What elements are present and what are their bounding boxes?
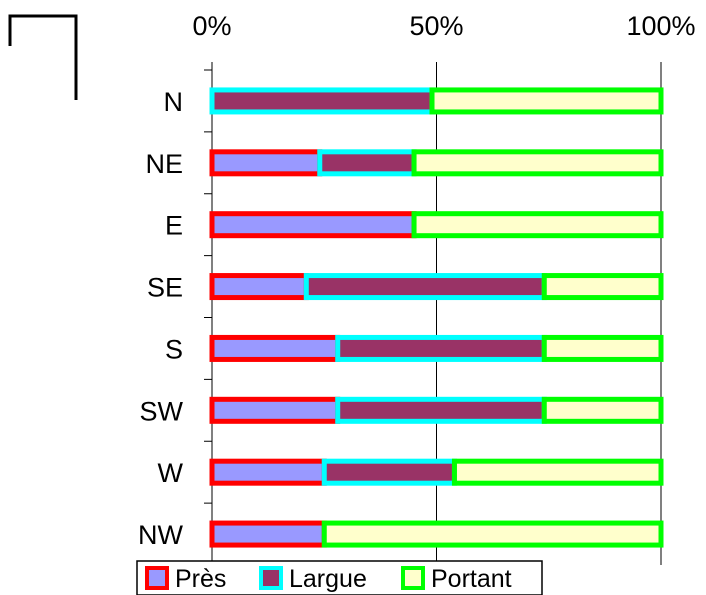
category-label: SW — [140, 396, 184, 426]
bar-segment-près-e — [209, 211, 417, 239]
bar-segment-près-nw — [209, 520, 327, 548]
x-tick-labels: 0% 50% 100% — [192, 11, 695, 41]
bar-segment-portant-n — [429, 87, 664, 115]
category-label: W — [158, 458, 184, 488]
bar-segment-portant-se — [541, 273, 664, 301]
category-label: NE — [145, 149, 183, 179]
x-tick-label: 50% — [409, 11, 463, 41]
x-tick-label: 100% — [626, 11, 695, 41]
category-labels: N NE E SE S SW W NW — [138, 87, 184, 550]
bar-segment-largue-sw — [335, 396, 547, 424]
bar-segment-portant-nw — [321, 520, 664, 548]
bar-segment-portant-w — [451, 458, 664, 486]
corner-bracket-decoration — [8, 14, 78, 100]
bar-segment-largue-w — [321, 458, 457, 486]
bar-segment-largue-s — [335, 334, 547, 362]
category-label: E — [165, 211, 183, 241]
grid-lines — [211, 62, 662, 565]
bar-segment-près-s — [209, 334, 341, 362]
bars — [209, 87, 664, 548]
bar-segment-près-ne — [209, 149, 323, 177]
bar-segment-près-sw — [209, 396, 341, 424]
legend-frame — [136, 560, 543, 595]
x-tick-label: 0% — [192, 11, 231, 41]
category-label: N — [164, 87, 184, 117]
bar-segment-largue-ne — [317, 149, 417, 177]
category-label: NW — [138, 520, 183, 550]
bar-segment-largue-n — [209, 87, 435, 115]
legend-label: Portant — [431, 565, 512, 593]
bar-segment-près-w — [209, 458, 327, 486]
legend-label: Près — [175, 565, 226, 593]
category-label: S — [165, 334, 183, 364]
legend-swatch-près — [145, 566, 169, 590]
bar-segment-portant-ne — [411, 149, 664, 177]
legend-swatch-largue — [259, 566, 283, 590]
category-label: SE — [147, 273, 183, 303]
bar-segment-portant-sw — [541, 396, 664, 424]
axes — [204, 69, 213, 566]
legend-swatch-portant — [401, 566, 425, 590]
bar-segment-près-se — [209, 273, 309, 301]
bar-segment-largue-se — [303, 273, 547, 301]
bar-segment-portant-e — [411, 211, 664, 239]
legend: Près Largue Portant — [136, 560, 543, 595]
legend-label: Largue — [289, 565, 367, 593]
bar-segment-portant-s — [541, 334, 664, 362]
